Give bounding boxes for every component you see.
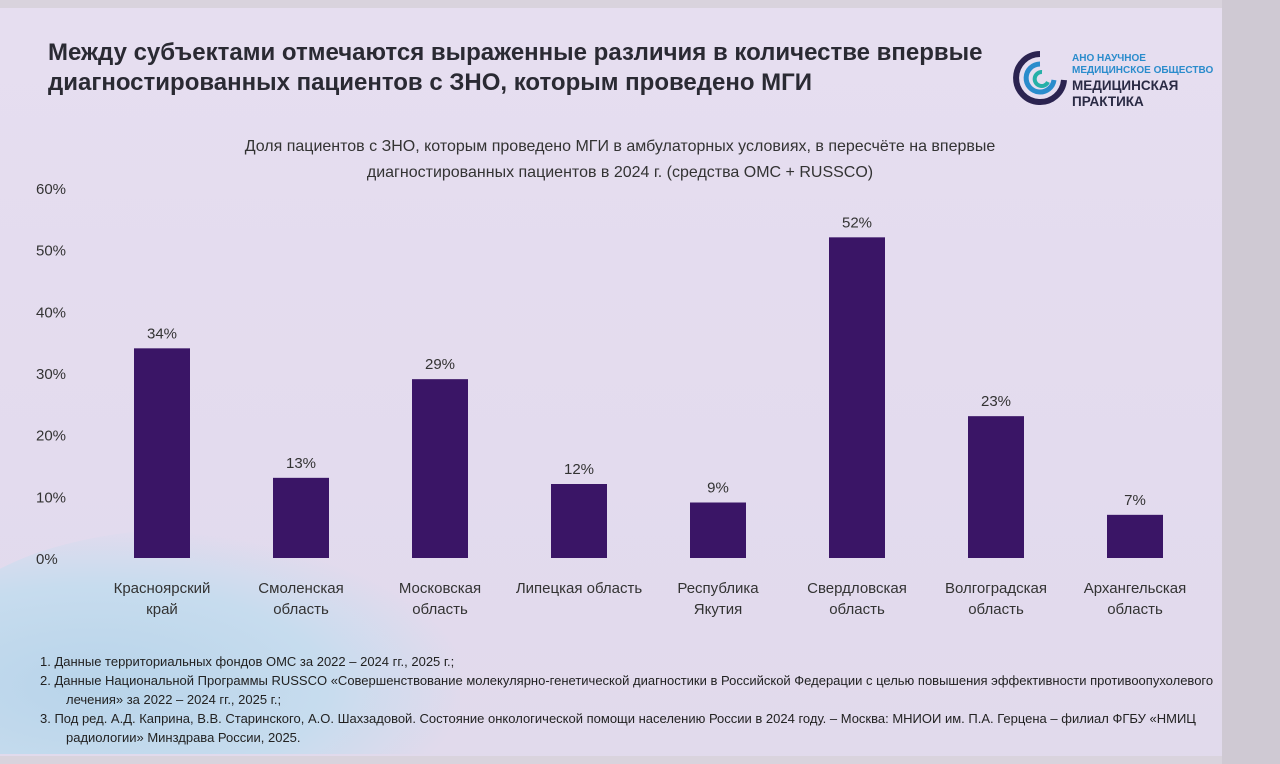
x-tick-label: область	[273, 601, 329, 618]
x-tick-label: область	[968, 601, 1024, 618]
logo: АНО НАУЧНОЕ МЕДИЦИНСКОЕ ОБЩЕСТВО МЕДИЦИНС…	[1012, 50, 1222, 116]
x-tick-label: Архангельская	[1084, 580, 1187, 597]
slide	[0, 8, 1222, 756]
data-label: 13%	[286, 455, 316, 472]
bar	[829, 237, 885, 559]
x-tick-label: Волгоградская	[945, 580, 1047, 597]
x-tick-label: Якутия	[694, 601, 742, 618]
footnote: 3. Под ред. А.Д. Каприна, В.В. Старинско…	[40, 711, 1196, 745]
bar	[134, 348, 190, 558]
data-label: 12%	[564, 461, 594, 478]
y-tick-label: 20%	[36, 428, 66, 445]
logo-line3: МЕДИЦИНСКАЯ	[1072, 78, 1179, 93]
bar	[412, 379, 468, 558]
bar	[968, 416, 1024, 558]
y-tick-label: 60%	[36, 181, 66, 198]
footnote: 2. Данные Национальной Программы RUSSCO …	[40, 673, 1214, 707]
x-tick-label: Смоленская	[258, 580, 343, 597]
x-tick-label: Свердловская	[807, 580, 907, 597]
x-tick-label: край	[146, 601, 178, 618]
y-tick-label: 50%	[36, 243, 66, 260]
logo-line1: АНО НАУЧНОЕ	[1072, 53, 1146, 64]
y-tick-label: 40%	[36, 304, 66, 321]
chart-title-line1: Доля пациентов с ЗНО, которым проведено …	[244, 138, 996, 155]
data-label: 34%	[147, 325, 177, 342]
footnotes: 1. Данные территориальных фондов ОМС за …	[40, 652, 1220, 747]
x-tick-label: Республика	[677, 580, 759, 597]
bar	[273, 477, 329, 558]
footnote: 1. Данные территориальных фондов ОМС за …	[40, 654, 455, 669]
y-tick-label: 30%	[36, 366, 66, 383]
x-tick-label: область	[1107, 601, 1163, 618]
screen-edge	[1222, 0, 1280, 764]
logo-line4: ПРАКТИКА	[1072, 94, 1144, 109]
bar	[1107, 514, 1163, 558]
x-tick-label: Липецкая область	[516, 580, 643, 597]
data-label: 23%	[981, 393, 1011, 410]
x-tick-label: область	[412, 601, 468, 618]
data-label: 9%	[707, 480, 729, 497]
chart-title: Доля пациентов с ЗНО, которым проведено …	[140, 134, 1100, 186]
logo-line2: МЕДИЦИНСКОЕ ОБЩЕСТВО	[1072, 65, 1214, 76]
data-label: 52%	[842, 214, 872, 231]
data-label: 29%	[425, 356, 455, 373]
chart-title-line2: диагностированных пациентов в 2024 г. (с…	[366, 164, 874, 181]
logo-swirl-icon	[1013, 51, 1067, 105]
x-tick-label: область	[829, 601, 885, 618]
decorative-wave	[0, 528, 460, 754]
data-label: 7%	[1124, 492, 1146, 509]
y-tick-label: 10%	[36, 489, 66, 506]
bar	[690, 502, 746, 558]
x-tick-label: Московская	[399, 580, 481, 597]
bar	[551, 484, 607, 558]
x-tick-label: Красноярский	[114, 580, 211, 597]
slide-title: Между субъектами отмечаются выраженные р…	[48, 39, 983, 96]
y-tick-label: 0%	[36, 551, 58, 568]
